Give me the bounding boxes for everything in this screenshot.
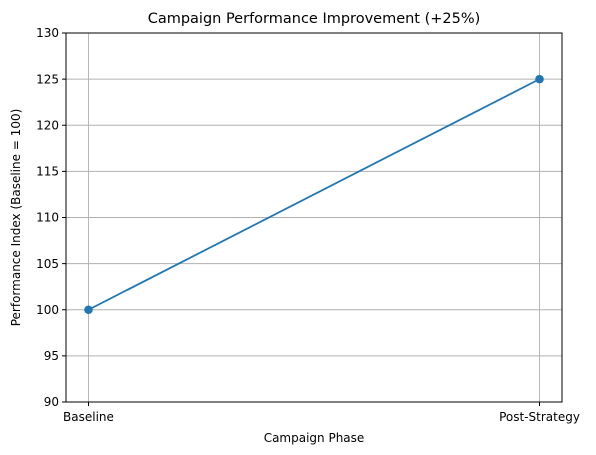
- axis-ticks: 90 95 100 105 110 115 120 125 130 Baseline Post-St…: [36, 26, 580, 424]
- series-line: [87, 78, 541, 311]
- series-layer: [84, 74, 544, 315]
- y-tick-label: 110: [36, 211, 59, 225]
- y-axis-label: Performance Index (Baseline = 100): [9, 109, 23, 327]
- data-point: [84, 305, 93, 315]
- y-tick-label: 90: [44, 395, 59, 409]
- x-tick-label: Baseline: [63, 410, 114, 424]
- y-tick-label: 125: [36, 72, 59, 86]
- y-tick-label: 115: [36, 165, 59, 179]
- y-tick-label: 130: [36, 26, 59, 40]
- data-point: [535, 74, 544, 84]
- y-tick-label: 105: [36, 257, 59, 271]
- x-tick-label: Post-Strategy: [499, 410, 580, 424]
- y-tick-label: 100: [36, 303, 59, 317]
- y-tick-label: 120: [36, 118, 59, 132]
- chart-title: Campaign Performance Improvement (+25%): [148, 11, 481, 27]
- y-tick-label: 95: [44, 349, 59, 363]
- x-axis-label: Campaign Phase: [264, 431, 365, 445]
